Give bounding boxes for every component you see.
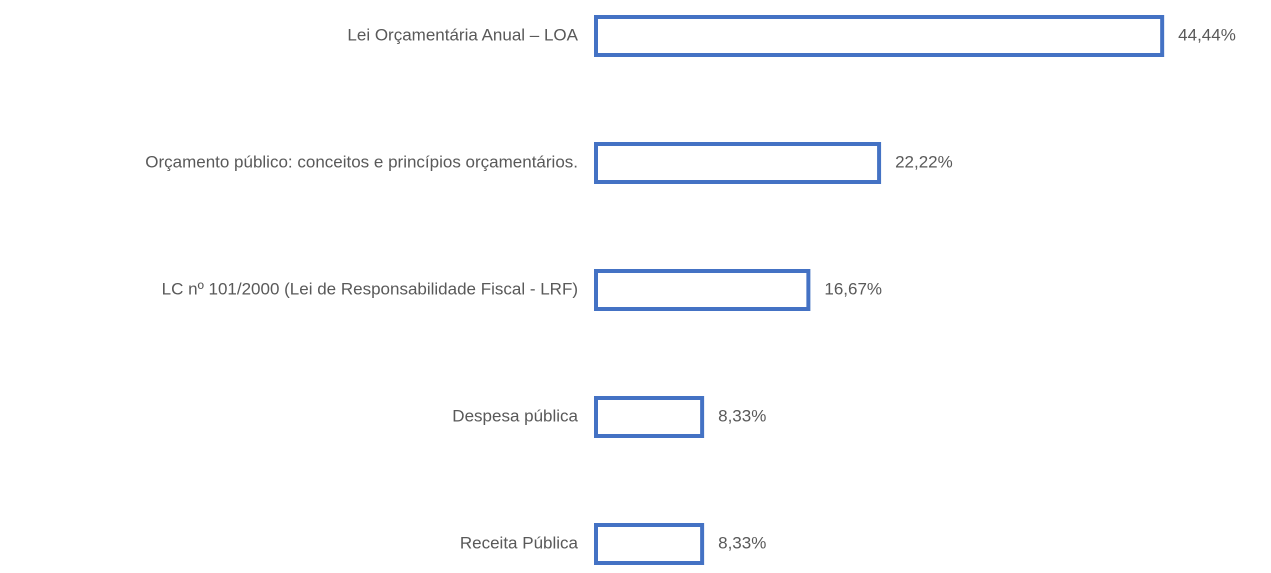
category-label: Lei Orçamentária Anual – LOA [347, 25, 578, 44]
category-label: LC nº 101/2000 (Lei de Responsabilidade … [162, 279, 578, 298]
bar [594, 396, 705, 438]
bar [594, 142, 882, 184]
bar [594, 269, 811, 311]
value-label: 8,33% [718, 406, 766, 425]
value-label: 22,22% [895, 152, 953, 171]
bar [594, 523, 705, 565]
category-label: Despesa pública [452, 406, 578, 425]
category-label: Receita Pública [460, 533, 579, 552]
value-label: 8,33% [718, 533, 766, 552]
value-label: 16,67% [824, 279, 882, 298]
category-label: Orçamento público: conceitos e princípio… [145, 152, 578, 171]
bar [594, 15, 1165, 57]
value-label: 44,44% [1178, 25, 1236, 44]
